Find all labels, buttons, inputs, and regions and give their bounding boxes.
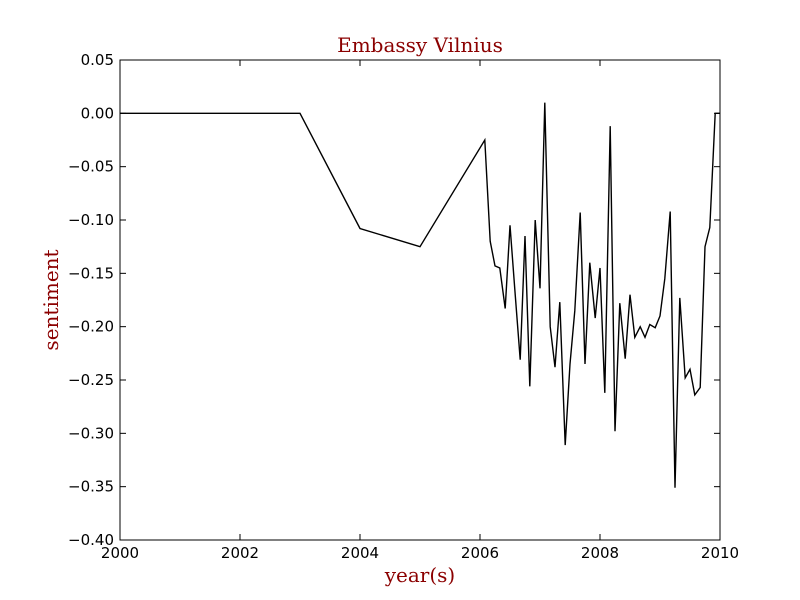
x-tick-label: 2010 bbox=[701, 544, 739, 562]
plot-frame bbox=[119, 59, 721, 541]
x-tick-label: 2004 bbox=[341, 544, 379, 562]
x-axis-label: year(s) bbox=[384, 563, 456, 587]
x-tick-label: 2008 bbox=[581, 544, 619, 562]
chart-title: Embassy Vilnius bbox=[337, 33, 503, 57]
y-tick-label: 0.00 bbox=[81, 104, 114, 122]
y-tick-label: −0.20 bbox=[68, 318, 114, 336]
y-tick-label: −0.10 bbox=[68, 211, 114, 229]
y-tick-label: −0.40 bbox=[68, 531, 114, 549]
y-tick-label: −0.15 bbox=[68, 264, 114, 282]
x-tick-label: 2000 bbox=[101, 544, 139, 562]
y-tick-label: −0.35 bbox=[68, 478, 114, 496]
ticks-layer bbox=[119, 59, 721, 541]
y-tick-label: −0.30 bbox=[68, 424, 114, 442]
series-layer bbox=[120, 102, 720, 488]
y-tick-label: 0.05 bbox=[81, 51, 114, 69]
x-tick-label: 2002 bbox=[221, 544, 259, 562]
tick-labels-layer: 2000 2002 2004 2006 2008 2010 0.05 0.00 −0.05 −0.… bbox=[68, 51, 739, 562]
y-axis-label: sentiment bbox=[39, 249, 63, 350]
y-tick-label: −0.05 bbox=[68, 158, 114, 176]
sentiment-series-line bbox=[120, 102, 720, 488]
x-tick-label: 2006 bbox=[461, 544, 499, 562]
y-tick-label: −0.25 bbox=[68, 371, 114, 389]
